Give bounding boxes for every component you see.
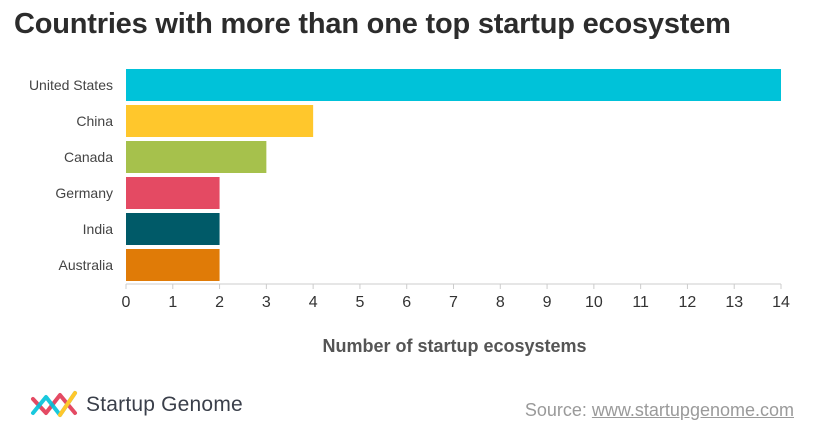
startup-genome-logo: Startup Genome bbox=[30, 385, 243, 425]
category-label-united-states: United States bbox=[29, 77, 113, 93]
x-tick-label: 3 bbox=[262, 294, 271, 311]
x-tick-label: 2 bbox=[215, 294, 224, 311]
bar-canada bbox=[126, 141, 267, 173]
bars-group bbox=[126, 69, 781, 281]
startup-genome-logo-icon bbox=[31, 391, 77, 417]
x-tick-label: 7 bbox=[449, 294, 458, 311]
x-axis-label: Number of startup ecosystems bbox=[322, 336, 586, 356]
category-label-india: India bbox=[83, 221, 114, 237]
x-tick-label: 9 bbox=[543, 294, 552, 311]
bar-australia bbox=[126, 249, 220, 281]
bar-germany bbox=[126, 177, 220, 209]
source-note: Source: www.startupgenome.com bbox=[525, 400, 794, 421]
bar-china bbox=[126, 105, 314, 137]
source-link[interactable]: www.startupgenome.com bbox=[591, 400, 794, 420]
bar-united-states bbox=[126, 69, 781, 101]
x-axis-ticks: 0 1 2 3 4 5 6 7 8 9 10 11 12 13 14 bbox=[122, 284, 790, 311]
x-tick-label: 10 bbox=[585, 294, 603, 311]
category-label-germany: Germany bbox=[55, 185, 113, 201]
x-tick-label: 0 bbox=[122, 294, 131, 311]
logo-text: Startup Genome bbox=[86, 393, 243, 416]
x-tick-label: 5 bbox=[355, 294, 364, 311]
bar-india bbox=[126, 213, 220, 245]
category-labels: United States China Canada Germany India Aust… bbox=[29, 77, 113, 273]
x-tick-label: 6 bbox=[402, 294, 411, 311]
x-tick-label: 14 bbox=[772, 294, 790, 311]
category-label-australia: Australia bbox=[59, 257, 114, 273]
x-tick-label: 12 bbox=[679, 294, 697, 311]
x-tick-label: 13 bbox=[725, 294, 743, 311]
x-tick-label: 1 bbox=[168, 294, 177, 311]
x-tick-label: 8 bbox=[496, 294, 505, 311]
category-label-canada: Canada bbox=[64, 149, 113, 165]
source-prefix: Source: bbox=[524, 400, 592, 420]
bar-chart: United States China Canada Germany India Aust… bbox=[29, 69, 790, 356]
x-tick-label: 11 bbox=[632, 294, 649, 311]
category-label-china: China bbox=[76, 113, 113, 129]
chart-title: Countries with more than one top startup… bbox=[14, 8, 731, 40]
x-tick-label: 4 bbox=[309, 294, 318, 311]
